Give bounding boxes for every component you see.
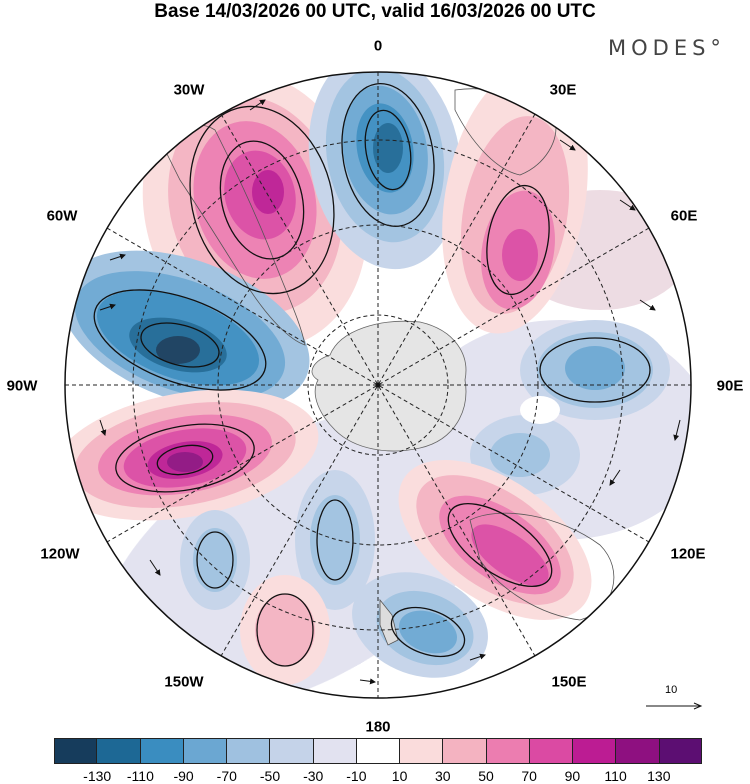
reference-vector-label: 10 bbox=[665, 684, 678, 696]
negative-anomaly-165e bbox=[352, 572, 488, 678]
colorbar-tick-label: 10 bbox=[391, 768, 408, 784]
lon-label-30e: 30E bbox=[549, 81, 577, 99]
colorbar-tick-label: 50 bbox=[478, 768, 494, 784]
lon-label-90w: 90W bbox=[6, 377, 38, 395]
colorbar bbox=[54, 738, 702, 764]
lon-label-90e: 90E bbox=[716, 377, 744, 395]
colorbar-tick-label: -10 bbox=[346, 768, 367, 784]
reference-vector-arrow bbox=[646, 702, 703, 710]
lon-label-60e: 60E bbox=[670, 207, 698, 225]
lon-label-150w: 150W bbox=[164, 673, 204, 691]
colorbar-tick-label: 90 bbox=[564, 768, 581, 784]
colorbar-tick-label: 70 bbox=[521, 768, 537, 784]
positive-anomaly-135e bbox=[398, 460, 592, 620]
colorbar-swatch bbox=[616, 738, 660, 764]
map-title: Base 14/03/2026 00 UTC, valid 16/03/2026… bbox=[154, 1, 596, 22]
colorbar-tick-label: -50 bbox=[259, 768, 281, 784]
modes-logo: MODES° bbox=[608, 36, 726, 60]
colorbar-swatch bbox=[270, 738, 314, 764]
colorbar-tick-label: 110 bbox=[604, 768, 627, 784]
colorbar-swatch bbox=[356, 738, 401, 764]
lon-label-30w: 30W bbox=[173, 81, 205, 99]
negative-anomaly-75w bbox=[65, 250, 310, 410]
colorbar-swatch bbox=[659, 738, 702, 764]
lon-label-120e: 120E bbox=[670, 545, 706, 563]
positive-anomaly-155w bbox=[240, 575, 330, 685]
negative-anomaly-0 bbox=[308, 72, 462, 270]
lon-label-120w: 120W bbox=[40, 545, 80, 563]
colorbar-tick-label: -130 bbox=[83, 768, 112, 784]
colorbar-swatch bbox=[140, 738, 184, 764]
colorbar-tick-label: -70 bbox=[216, 768, 237, 784]
colorbar-tick-label: 130 bbox=[647, 768, 671, 784]
australia-landmass bbox=[469, 512, 615, 621]
lon-label-0: 0 bbox=[373, 37, 383, 55]
negative-anomaly-135w bbox=[180, 510, 250, 610]
south-america-landmass bbox=[159, 124, 306, 346]
colorbar-tick-label: -90 bbox=[173, 768, 194, 784]
colorbar-swatch bbox=[54, 738, 98, 764]
south-pole-marker bbox=[375, 382, 381, 388]
colorbar-swatch bbox=[400, 738, 444, 764]
positive-anomaly-100w bbox=[65, 389, 319, 521]
lon-label-150e: 150E bbox=[551, 673, 587, 691]
map-border bbox=[64, 71, 692, 699]
new-zealand-landmass bbox=[379, 598, 399, 646]
colorbar-tick-label: 30 bbox=[435, 768, 451, 784]
lon-label-60w: 60W bbox=[46, 207, 78, 225]
wind-vectors bbox=[99, 99, 681, 685]
colorbar-swatch bbox=[97, 738, 141, 764]
colorbar-swatch bbox=[227, 738, 271, 764]
colorbar-swatch bbox=[183, 738, 228, 764]
negative-anomaly-170w bbox=[295, 470, 375, 610]
colorbar-swatch bbox=[443, 738, 487, 764]
colorbar-tick-label: -110 bbox=[126, 768, 154, 784]
colorbar-swatch bbox=[573, 738, 617, 764]
colorbar-tick-label: -30 bbox=[303, 768, 324, 784]
colorbar-swatch bbox=[486, 738, 530, 764]
streamlines bbox=[93, 83, 651, 667]
graticule bbox=[65, 72, 691, 698]
lon-label-180: 180 bbox=[365, 718, 391, 736]
colorbar-swatch bbox=[313, 738, 357, 764]
colorbar-swatch bbox=[529, 738, 574, 764]
